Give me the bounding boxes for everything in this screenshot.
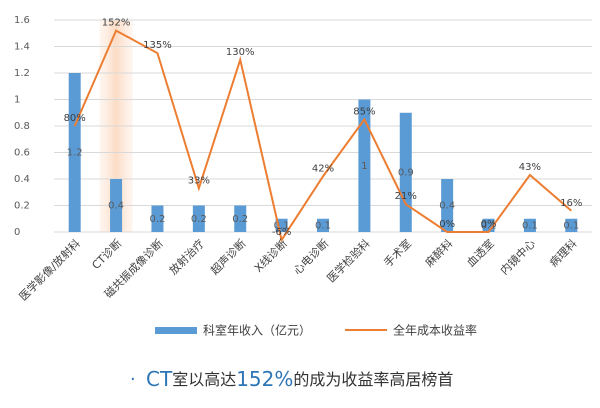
bar-value-label: 0.2 xyxy=(191,214,207,225)
line-value-label: 33% xyxy=(188,175,210,186)
line-value-label: 135% xyxy=(143,40,172,51)
line-value-label: 43% xyxy=(519,162,541,173)
bar xyxy=(399,112,412,232)
line xyxy=(73,29,572,243)
line-value-label: 130% xyxy=(226,47,255,58)
bullet: · xyxy=(130,369,136,390)
bar-value-label: 0.1 xyxy=(274,220,290,231)
y-tick-label: 1.2 xyxy=(14,68,30,79)
annotation-part: CT xyxy=(146,367,173,391)
annotation-part: 室以高达 xyxy=(172,370,236,389)
x-tick-label: 心电诊断 xyxy=(290,236,331,277)
x-tick-label: 麻醉科 xyxy=(422,236,455,269)
line-value-label: 0% xyxy=(439,219,455,230)
annotation-part: 的成为收益率高居榜首 xyxy=(293,370,453,389)
bar-value-label: 0.2 xyxy=(150,214,166,225)
annotation-part: 152% xyxy=(236,367,293,391)
y-tick-label: 0 xyxy=(14,227,20,238)
line-value-label: 0% xyxy=(481,219,497,230)
y-tick-label: 0.8 xyxy=(14,121,30,132)
x-tick-label: 病理科 xyxy=(546,236,579,269)
bar-value-label: 0.1 xyxy=(563,220,579,231)
line-value-label: 21% xyxy=(395,191,417,202)
bar-value-label: 0.1 xyxy=(481,220,497,231)
legend-label: 全年成本收益率 xyxy=(393,323,477,338)
bar xyxy=(68,73,81,232)
bar xyxy=(565,218,578,232)
bar xyxy=(358,99,371,232)
bar-value-label: 1.2 xyxy=(67,148,83,159)
bar-value-label: 0.1 xyxy=(315,220,331,231)
bar xyxy=(441,179,454,232)
x-tick-label: 医学影像/放射科 xyxy=(16,236,83,303)
y-tick-label: 0.2 xyxy=(14,201,30,212)
x-tick-label: 放射治疗 xyxy=(166,236,207,277)
bar-value-label: 0.4 xyxy=(108,201,124,212)
bar xyxy=(151,205,164,232)
x-tick-label: 超声诊断 xyxy=(207,236,248,277)
y-tick-label: 0.6 xyxy=(14,148,30,159)
line-value-label: 152% xyxy=(102,18,131,29)
x-tick-label: 血透室 xyxy=(464,236,497,269)
x-tick-label: 手术室 xyxy=(381,236,414,269)
annotation: CT室以高达152%的成为收益率高居榜首 xyxy=(146,367,453,391)
y-tick-label: 1 xyxy=(14,95,20,106)
x-tick-label: 内镜中心 xyxy=(497,236,538,277)
line-value-label: 80% xyxy=(64,113,86,124)
y-tick-label: 0.4 xyxy=(14,174,30,185)
bar-value-label: 1 xyxy=(361,161,367,172)
line-value-label: 16% xyxy=(560,198,582,209)
line-value-label: -6% xyxy=(272,227,291,238)
bar xyxy=(317,218,329,232)
line-value-label: 42% xyxy=(312,163,334,174)
bar-value-label: 0.2 xyxy=(232,214,248,225)
bar-value-label: 0.9 xyxy=(398,167,414,178)
x-tick-label: X线诊断 xyxy=(251,236,290,275)
bar-value-label: 0.4 xyxy=(439,201,455,212)
x-tick-label: 医学检验科 xyxy=(324,236,373,285)
x-tick-label: CT诊断 xyxy=(89,236,125,272)
bar xyxy=(234,205,247,232)
legend-label: 科室年收入（亿元） xyxy=(203,323,311,338)
bar-value-label: 0.1 xyxy=(522,220,538,231)
y-tick-label: 1.4 xyxy=(14,42,30,53)
bar xyxy=(110,179,123,232)
legend-swatch xyxy=(155,327,197,334)
bar xyxy=(523,218,536,232)
bar xyxy=(192,205,205,232)
y-tick-label: 1.6 xyxy=(14,15,30,26)
line-value-label: 85% xyxy=(353,106,375,117)
